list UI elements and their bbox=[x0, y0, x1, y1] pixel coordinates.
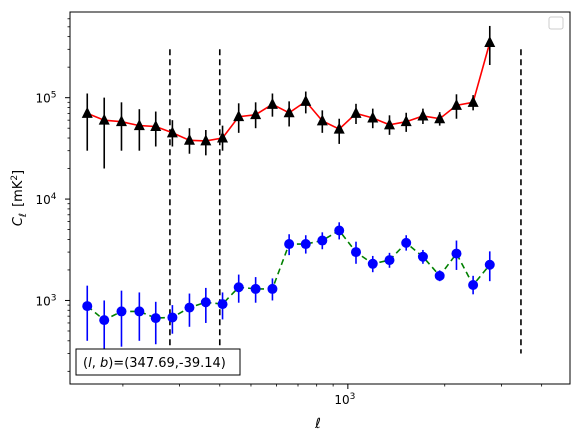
circle-marker bbox=[184, 302, 195, 313]
series-layer bbox=[81, 25, 496, 354]
circle-marker bbox=[367, 258, 378, 269]
y-tick-label: 103 bbox=[35, 293, 56, 308]
triangle-marker bbox=[333, 122, 345, 134]
annotation-text: (l, b)=(347.69,-39.14) bbox=[83, 356, 226, 371]
circle-marker bbox=[401, 237, 412, 248]
triangle-marker bbox=[367, 111, 379, 123]
triangle-marker bbox=[115, 115, 127, 127]
triangle-marker bbox=[467, 95, 479, 107]
legend-box bbox=[548, 16, 564, 30]
circle-marker bbox=[150, 313, 161, 324]
x-axis-label: ℓ bbox=[314, 416, 321, 432]
triangle-marker bbox=[400, 115, 412, 127]
circle-marker bbox=[200, 297, 211, 308]
circle-marker bbox=[317, 235, 328, 246]
annotation-box bbox=[75, 348, 241, 376]
circle-marker bbox=[284, 239, 295, 250]
circle-marker bbox=[99, 315, 110, 326]
triangle-marker bbox=[81, 106, 93, 118]
triangle-marker bbox=[300, 94, 312, 106]
circle-marker bbox=[300, 239, 311, 250]
circle-marker bbox=[417, 251, 428, 262]
circle-marker bbox=[217, 299, 228, 310]
circle-marker bbox=[167, 312, 178, 323]
x-tick-label: 103 bbox=[334, 392, 355, 407]
circle-marker bbox=[468, 280, 479, 291]
triangle-marker bbox=[450, 98, 462, 110]
circle-marker bbox=[451, 248, 462, 259]
circle-marker bbox=[116, 306, 127, 317]
triangle-marker bbox=[133, 119, 145, 131]
y-tick-label: 104 bbox=[35, 192, 56, 207]
plot-frame bbox=[69, 11, 571, 385]
axis-ticks: 103 103 104 105 bbox=[35, 18, 543, 407]
y-axis-label-unit-close: ] bbox=[11, 170, 26, 175]
circle-marker bbox=[384, 255, 395, 266]
triangle-marker bbox=[316, 114, 328, 126]
triangle-marker bbox=[350, 106, 362, 118]
circle-marker bbox=[350, 247, 361, 258]
circle-marker bbox=[233, 282, 244, 293]
triangle-marker bbox=[417, 109, 429, 121]
circle-marker bbox=[484, 259, 495, 270]
svg-text:Cℓ[mK2]: Cℓ [mK2] bbox=[10, 170, 29, 226]
circle-marker bbox=[82, 301, 93, 312]
triangle-marker bbox=[233, 110, 245, 122]
y-axis-label-unit-sup: 2 bbox=[10, 175, 20, 181]
triangle-marker bbox=[150, 119, 162, 131]
triangle-marker bbox=[266, 97, 278, 109]
circle-marker bbox=[267, 283, 278, 294]
y-axis-label: Cℓ [mK2] bbox=[10, 170, 29, 226]
circle-marker bbox=[434, 270, 445, 281]
y-axis-label-unit: [mK bbox=[11, 180, 26, 207]
triangle-marker bbox=[283, 106, 295, 118]
triangle-marker bbox=[250, 108, 262, 120]
triangle-marker bbox=[217, 131, 229, 143]
triangle-marker bbox=[183, 133, 195, 145]
triangle-marker bbox=[383, 118, 395, 130]
triangle-marker bbox=[98, 113, 110, 125]
y-tick-label: 105 bbox=[35, 91, 56, 106]
circle-marker bbox=[334, 225, 345, 236]
circle-marker bbox=[250, 283, 261, 294]
circle-marker bbox=[134, 306, 145, 317]
triangle-marker bbox=[166, 126, 178, 138]
y-axis-label-main: C bbox=[11, 216, 26, 226]
triangle-marker bbox=[200, 134, 212, 146]
triangle-marker bbox=[484, 36, 496, 48]
triangle-marker bbox=[434, 112, 446, 124]
y-axis-label-sub: ℓ bbox=[18, 213, 29, 217]
